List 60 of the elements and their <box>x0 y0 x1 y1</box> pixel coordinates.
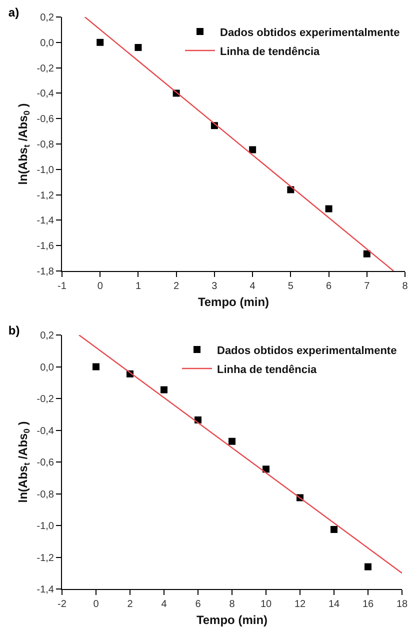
x-tick-label: -1 <box>58 281 67 292</box>
y-tick-label: -1,4 <box>36 216 54 227</box>
y-tick-label: -1,0 <box>36 521 54 532</box>
x-tick-label: 1 <box>135 281 142 292</box>
y-tick-label: -1,4 <box>36 584 54 596</box>
x-tick-label: 4 <box>250 281 256 292</box>
x-tick-label: 2 <box>174 281 180 292</box>
x-axis-title: Tempo (min) <box>196 612 268 627</box>
point <box>96 38 104 46</box>
x-tick-label: 10 <box>260 599 272 610</box>
legend-label: Dados obtidos experimentalmente <box>220 26 400 39</box>
legend-label: Linha de tendência <box>220 46 321 58</box>
y-tick-label: 0,2 <box>40 12 54 24</box>
point <box>134 44 142 51</box>
point <box>363 250 370 258</box>
point <box>330 526 338 533</box>
x-tick-label: -2 <box>58 599 67 610</box>
y-tick-label: 0,2 <box>40 330 54 342</box>
y-tick-label: -0,6 <box>36 458 54 468</box>
point <box>325 205 332 212</box>
y-tick-label: -1,6 <box>36 241 54 252</box>
x-tick-label: 0 <box>97 281 104 292</box>
x-tick-label: 7 <box>364 281 370 292</box>
legend-label: Dados obtidos experimentalmente <box>217 344 397 357</box>
y-tick-label: -0,4 <box>36 426 54 437</box>
point <box>92 363 100 370</box>
y-tick-label: -0,8 <box>36 489 54 500</box>
x-axis-title: Tempo (min) <box>198 294 270 309</box>
chart-title: b) <box>8 323 20 338</box>
point <box>160 386 168 394</box>
x-tick-label: 2 <box>127 599 134 610</box>
x-tick-label: 6 <box>195 599 202 610</box>
x-tick-label: 16 <box>362 599 374 610</box>
x-tick-label: 12 <box>294 599 306 610</box>
x-tick-label: 18 <box>396 599 408 610</box>
x-tick-label: 14 <box>328 599 340 610</box>
point <box>364 563 372 570</box>
y-tick-label: -1,2 <box>36 190 54 202</box>
y-tick-label: -1,0 <box>36 164 54 176</box>
y-tick-label: -0,2 <box>36 63 54 74</box>
x-tick-label: 6 <box>326 281 332 292</box>
y-tick-label: 0,0 <box>40 362 54 374</box>
y-tick-label: -0,6 <box>36 114 54 126</box>
x-tick-label: 3 <box>212 281 218 292</box>
y-tick-label: -0,8 <box>36 140 54 150</box>
chart-title: a) <box>8 5 20 20</box>
y-tick-label: -1,2 <box>36 552 54 564</box>
y-tick-label: 0,0 <box>40 38 54 49</box>
y-tick-label: -0,2 <box>36 394 54 405</box>
point <box>228 438 236 445</box>
point <box>262 466 270 473</box>
y-tick-label: -1,8 <box>36 266 54 278</box>
legend-label: Linha de tendência <box>217 364 318 376</box>
x-tick-label: 8 <box>229 599 236 610</box>
y-tick-label: -0,4 <box>36 88 54 100</box>
point <box>249 146 256 154</box>
x-tick-label: 4 <box>161 599 168 610</box>
x-tick-label: 5 <box>288 281 294 292</box>
x-tick-label: 8 <box>402 281 408 292</box>
x-tick-label: 0 <box>93 599 100 610</box>
